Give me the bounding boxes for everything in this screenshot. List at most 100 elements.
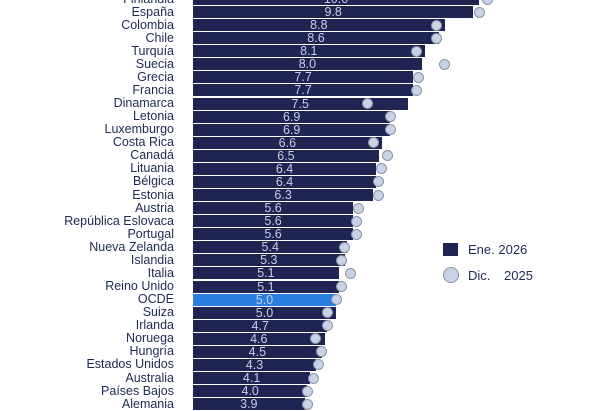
bar-lituania: [193, 162, 377, 175]
bar-value-label: 8.6: [307, 31, 325, 46]
category-label: Lituania: [130, 161, 174, 176]
dot-dic-2025: [410, 84, 422, 96]
dot-dic-2025: [339, 241, 351, 253]
bar-value-label: 7.7: [294, 70, 312, 85]
dot-dic-2025: [376, 163, 388, 175]
category-label: Letonia: [132, 109, 174, 124]
dot-dic-2025: [353, 202, 365, 214]
bar-españa: [193, 6, 474, 19]
bar-irlanda: [193, 319, 328, 332]
bar-colombia: [193, 19, 445, 32]
bar-islandia: [193, 254, 345, 267]
category-label: Finlandia: [123, 0, 174, 6]
bar-finlandia: [193, 0, 479, 5]
bar-italia: [193, 267, 339, 280]
bar-nueva-zelanda: [193, 241, 348, 254]
bar-value-label: 3.9: [240, 397, 258, 411]
category-label: Austria: [135, 200, 174, 215]
bar-value-label: 8.8: [310, 18, 328, 33]
dot-dic-2025: [336, 254, 348, 266]
category-label: Estonia: [132, 187, 174, 202]
dot-dic-2025: [321, 307, 333, 319]
bar-value-label: 5.6: [264, 214, 282, 229]
dot-dic-2025: [336, 281, 348, 293]
dot-dic-2025: [313, 359, 325, 371]
dot-dic-2025: [350, 228, 362, 240]
bar-value-label: 6.4: [275, 174, 294, 189]
bar-value-label: 4.3: [245, 357, 264, 372]
bar-value-label: 5.1: [257, 266, 275, 281]
legend-dot-swatch: [443, 267, 459, 283]
dot-dic-2025: [413, 71, 425, 83]
dot-dic-2025: [310, 333, 322, 345]
dot-dic-2025: [367, 137, 379, 149]
dot-dic-2025: [321, 320, 333, 332]
bar-value-label: 8.0: [298, 57, 317, 72]
category-label: Países Bajos: [101, 383, 174, 398]
dot-dic-2025: [439, 58, 451, 70]
legend-bar-label: Ene. 2026: [468, 242, 528, 257]
bar-bélgica: [193, 175, 377, 188]
bar-value-label: 6.9: [282, 109, 301, 124]
category-label: Reino Unido: [105, 279, 174, 294]
bar-value-label: 6.6: [278, 135, 297, 150]
bar-luxemburgo: [193, 123, 391, 136]
dot-dic-2025: [410, 45, 422, 57]
bar-value-label: 6.3: [274, 188, 292, 203]
category-label: Nueva Zelanda: [89, 239, 174, 254]
dot-dic-2025: [473, 6, 485, 18]
dot-dic-2025: [430, 19, 442, 31]
category-label: Luxemburgo: [104, 122, 175, 137]
category-label: Estados Unidos: [86, 357, 174, 372]
dot-dic-2025: [373, 176, 385, 188]
bar-noruega: [193, 332, 325, 345]
category-label: Canadá: [130, 148, 174, 163]
bar-value-label: 4.1: [242, 371, 261, 386]
dot-dic-2025: [344, 267, 356, 279]
category-label: Islandia: [130, 252, 174, 267]
category-label: Suiza: [142, 305, 174, 320]
bar-value-label: 5.6: [264, 227, 282, 242]
category-label: Chile: [145, 30, 175, 45]
category-label: Bélgica: [133, 174, 174, 189]
bar-value-label: 4.0: [241, 384, 259, 399]
dot-dic-2025: [384, 111, 396, 123]
category-label: Italia: [147, 265, 174, 280]
bar-costa-rica: [193, 136, 382, 149]
bar-value-label: 4.7: [251, 318, 269, 333]
category-label: República Eslovaca: [64, 213, 174, 228]
category-label: Francia: [132, 82, 174, 97]
category-label: Alemania: [121, 396, 174, 411]
category-label: OCDE: [137, 292, 174, 307]
bar-estados-unidos: [193, 358, 316, 371]
dot-dic-2025: [384, 124, 396, 136]
dot-dic-2025: [330, 294, 342, 306]
bar-value-label: 4.6: [250, 331, 268, 346]
dot-dic-2025: [350, 215, 362, 227]
bar-ocde: [193, 293, 336, 306]
category-label: Turquía: [131, 43, 174, 58]
bar-reino-unido: [193, 280, 339, 293]
bar-grecia: [193, 71, 414, 84]
bar-value-label: 5.1: [257, 279, 275, 294]
dot-dic-2025: [482, 0, 494, 5]
category-label: Australia: [125, 370, 174, 385]
bar-value-label: 10.0: [193, 0, 479, 5]
bar-hungría: [193, 345, 322, 358]
bar-chile: [193, 32, 439, 45]
category-label: Suecia: [135, 56, 174, 71]
dot-dic-2025: [381, 150, 393, 162]
category-label: Noruega: [126, 331, 174, 346]
bar-value-label: 6.5: [277, 148, 295, 163]
bar-portugal: [193, 228, 354, 241]
bar-value-label: 5.6: [264, 201, 282, 216]
category-label: Costa Rica: [112, 135, 174, 150]
bar-suiza: [193, 306, 336, 319]
dot-dic-2025: [373, 189, 385, 201]
bar-value-label: 5.3: [260, 253, 278, 268]
bar-suecia: [193, 58, 422, 71]
dot-dic-2025: [430, 32, 442, 44]
category-label: Colombia: [121, 17, 174, 32]
bar-francia: [193, 84, 414, 97]
bar-value-label: 8.1: [300, 44, 318, 59]
